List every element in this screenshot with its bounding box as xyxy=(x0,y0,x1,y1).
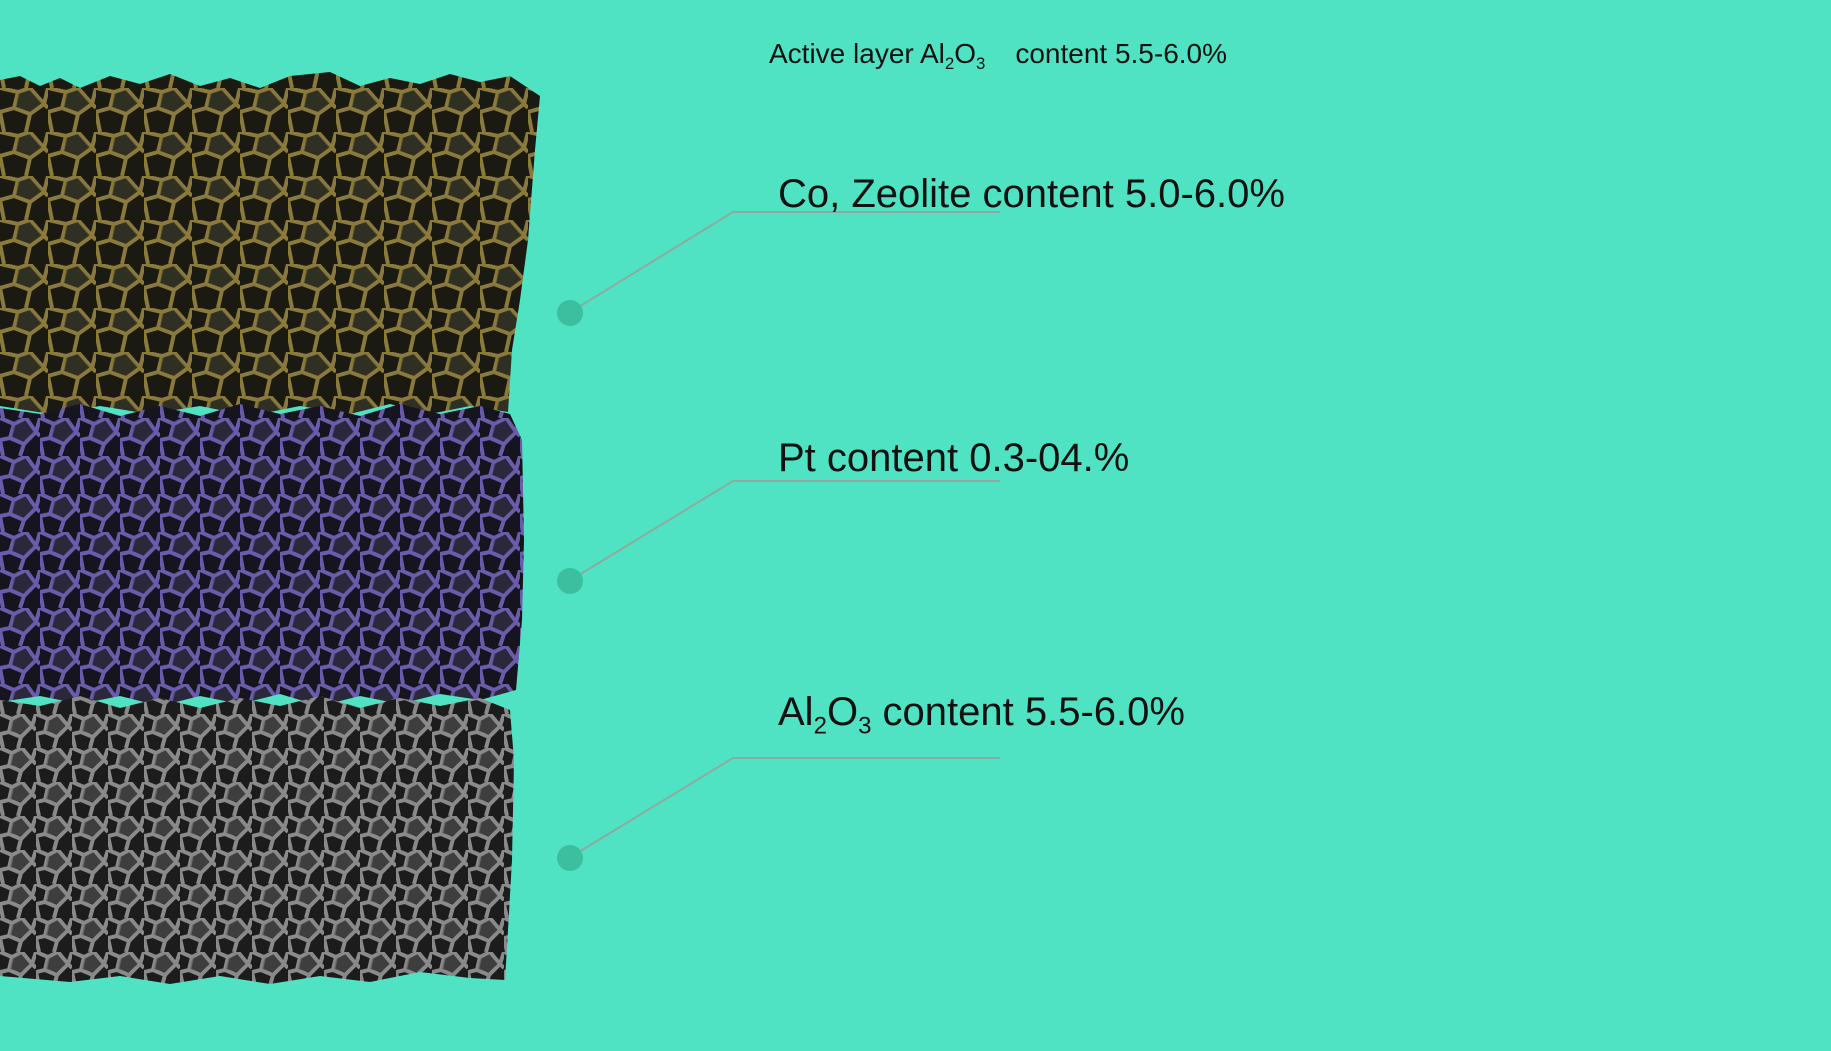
active-layer-title: Active layer Al2O3 content 5.5-6.0% xyxy=(769,38,1228,73)
header-chem-al: Al xyxy=(919,38,945,69)
layer-label-alumina: Al2O3 content 5.5-6.0% xyxy=(778,690,1185,738)
callout-dot xyxy=(557,300,583,326)
callout-line xyxy=(568,757,1000,859)
callout-dot xyxy=(557,568,583,594)
foam-layer-alumina xyxy=(0,696,514,984)
header-sub-2: 2 xyxy=(944,53,955,73)
callout-dot xyxy=(557,845,583,871)
callout-line xyxy=(568,480,1000,582)
callout-alumina xyxy=(557,757,1000,871)
header-suffix: content 5.5-6.0% xyxy=(1015,38,1228,69)
layer3-chem-al: Al xyxy=(778,690,814,734)
header-prefix: Active layer xyxy=(769,38,920,69)
header-chem-o: O xyxy=(954,38,976,69)
layer3-sub-3: 3 xyxy=(858,712,872,740)
layer3-chem-o: O xyxy=(826,690,859,734)
layer-label-co-zeolite: Co, Zeolite content 5.0-6.0% xyxy=(778,172,1285,216)
header-sub-3: 3 xyxy=(975,53,986,73)
layer-label-pt: Pt content 0.3-04.% xyxy=(778,436,1130,480)
layer3-sub-2: 2 xyxy=(813,712,827,740)
callout-pt xyxy=(557,480,1000,594)
foam-layer-co-zeolite xyxy=(0,72,540,416)
callout-line xyxy=(568,211,1000,314)
foam-layer-pt xyxy=(0,404,524,706)
callout-co-zeolite xyxy=(557,211,1000,326)
layer3-suffix: content 5.5-6.0% xyxy=(871,690,1185,734)
